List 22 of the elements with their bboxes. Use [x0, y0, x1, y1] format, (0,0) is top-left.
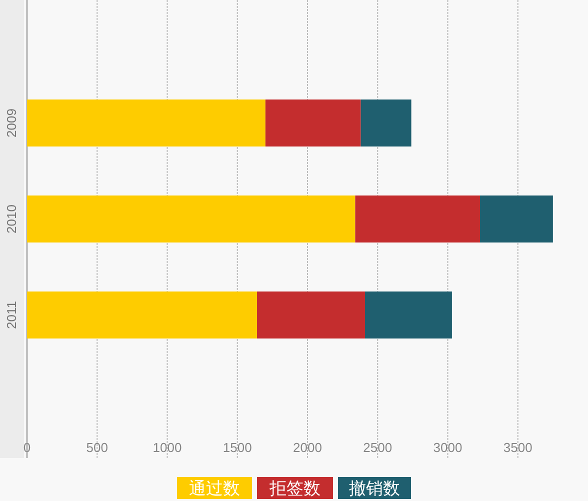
bar — [265, 100, 361, 146]
x-tick-label: 2000 — [293, 440, 322, 455]
y-tick-label: 2011 — [4, 301, 19, 329]
bar — [257, 292, 366, 338]
x-tick-label: 3500 — [503, 440, 532, 455]
x-tick-label: 1000 — [152, 440, 182, 455]
bar — [27, 292, 258, 338]
bar — [27, 196, 356, 242]
bar — [355, 196, 480, 242]
text: 通过数 — [189, 479, 240, 498]
x-tick-label: 1500 — [222, 440, 252, 455]
y-tick-label: 2009 — [4, 108, 19, 138]
text: 撤销数 — [349, 479, 400, 498]
bar — [480, 196, 553, 242]
bar — [365, 292, 452, 338]
text: 拒签数 — [268, 479, 320, 498]
x-tick-label: 2500 — [363, 440, 392, 455]
bar — [27, 100, 266, 146]
bar — [360, 100, 412, 146]
x-tick-label: 500 — [86, 440, 108, 455]
y-tick-label: 2010 — [4, 204, 19, 234]
x-tick-label: 3000 — [433, 440, 462, 455]
